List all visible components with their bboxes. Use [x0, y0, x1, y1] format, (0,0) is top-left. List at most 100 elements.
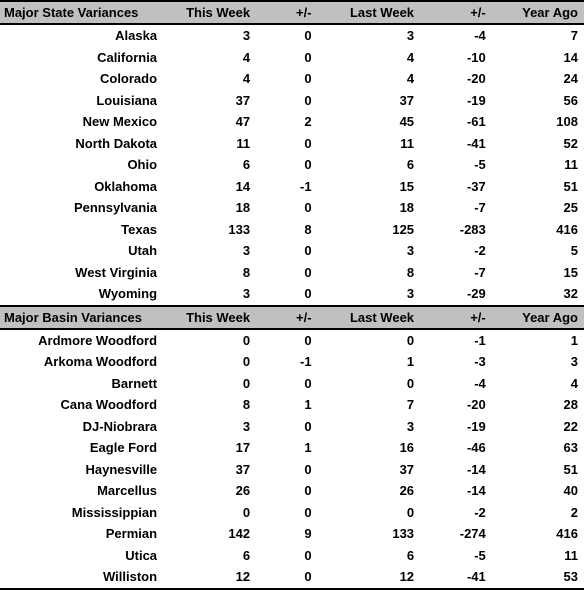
cell-lastweek: 4 — [318, 68, 420, 90]
cell-lastweek: 3 — [318, 416, 420, 438]
header-pm2: +/- — [420, 306, 492, 329]
cell-yearago: 56 — [492, 90, 584, 112]
cell-pm2: -283 — [420, 219, 492, 241]
table-row: New Mexico47245-61108 — [0, 111, 584, 133]
cell-lastweek: 3 — [318, 283, 420, 306]
table-row: Utica606-511 — [0, 545, 584, 567]
cell-thisweek: 3 — [169, 24, 256, 47]
cell-pm1: 0 — [256, 133, 317, 155]
row-label: West Virginia — [0, 262, 169, 284]
cell-pm2: -46 — [420, 437, 492, 459]
table-row: Texas1338125-283416 — [0, 219, 584, 241]
cell-thisweek: 17 — [169, 437, 256, 459]
cell-thisweek: 4 — [169, 47, 256, 69]
cell-pm2: -5 — [420, 154, 492, 176]
cell-lastweek: 3 — [318, 24, 420, 47]
cell-pm2: -20 — [420, 68, 492, 90]
row-label: Louisiana — [0, 90, 169, 112]
cell-yearago: 3 — [492, 351, 584, 373]
table-row: Ardmore Woodford000-11 — [0, 329, 584, 352]
cell-yearago: 15 — [492, 262, 584, 284]
header-lastweek: Last Week — [318, 1, 420, 24]
cell-pm2: -2 — [420, 240, 492, 262]
cell-pm2: -1 — [420, 329, 492, 352]
cell-lastweek: 37 — [318, 459, 420, 481]
cell-thisweek: 142 — [169, 523, 256, 545]
cell-lastweek: 0 — [318, 373, 420, 395]
table-row: Permian1429133-274416 — [0, 523, 584, 545]
cell-thisweek: 3 — [169, 416, 256, 438]
cell-pm1: 0 — [256, 545, 317, 567]
table-row: West Virginia808-715 — [0, 262, 584, 284]
table-row: Alaska303-47 — [0, 24, 584, 47]
cell-thisweek: 4 — [169, 68, 256, 90]
cell-thisweek: 18 — [169, 197, 256, 219]
table-row: Haynesville37037-1451 — [0, 459, 584, 481]
cell-lastweek: 125 — [318, 219, 420, 241]
cell-pm2: -10 — [420, 47, 492, 69]
cell-yearago: 11 — [492, 154, 584, 176]
table-row: Arkoma Woodford0-11-33 — [0, 351, 584, 373]
cell-lastweek: 4 — [318, 47, 420, 69]
cell-pm1: 0 — [256, 24, 317, 47]
row-label: New Mexico — [0, 111, 169, 133]
cell-yearago: 24 — [492, 68, 584, 90]
cell-lastweek: 18 — [318, 197, 420, 219]
cell-pm2: -19 — [420, 90, 492, 112]
cell-pm2: -61 — [420, 111, 492, 133]
cell-pm1: 0 — [256, 416, 317, 438]
row-label: North Dakota — [0, 133, 169, 155]
cell-lastweek: 6 — [318, 154, 420, 176]
cell-thisweek: 12 — [169, 566, 256, 589]
cell-thisweek: 37 — [169, 459, 256, 481]
cell-thisweek: 0 — [169, 502, 256, 524]
cell-lastweek: 12 — [318, 566, 420, 589]
cell-pm1: -1 — [256, 176, 317, 198]
cell-pm2: -5 — [420, 545, 492, 567]
table-row: Oklahoma14-115-3751 — [0, 176, 584, 198]
row-label: DJ-Niobrara — [0, 416, 169, 438]
cell-thisweek: 3 — [169, 283, 256, 306]
cell-yearago: 2 — [492, 502, 584, 524]
header-lastweek: Last Week — [318, 306, 420, 329]
cell-pm1: 1 — [256, 394, 317, 416]
cell-thisweek: 3 — [169, 240, 256, 262]
header-pm1: +/- — [256, 1, 317, 24]
cell-lastweek: 45 — [318, 111, 420, 133]
cell-yearago: 28 — [492, 394, 584, 416]
row-label: Wyoming — [0, 283, 169, 306]
table-row: Mississippian000-22 — [0, 502, 584, 524]
row-label: Cana Woodford — [0, 394, 169, 416]
cell-lastweek: 11 — [318, 133, 420, 155]
cell-thisweek: 26 — [169, 480, 256, 502]
cell-pm2: -3 — [420, 351, 492, 373]
table-row: Ohio606-511 — [0, 154, 584, 176]
cell-lastweek: 16 — [318, 437, 420, 459]
cell-pm1: 0 — [256, 154, 317, 176]
cell-thisweek: 37 — [169, 90, 256, 112]
cell-yearago: 4 — [492, 373, 584, 395]
cell-pm1: 0 — [256, 68, 317, 90]
cell-lastweek: 26 — [318, 480, 420, 502]
cell-pm2: -14 — [420, 480, 492, 502]
cell-pm1: 8 — [256, 219, 317, 241]
header-pm2: +/- — [420, 1, 492, 24]
cell-pm2: -37 — [420, 176, 492, 198]
row-label: Haynesville — [0, 459, 169, 481]
cell-pm1: 0 — [256, 459, 317, 481]
cell-yearago: 63 — [492, 437, 584, 459]
cell-yearago: 108 — [492, 111, 584, 133]
cell-thisweek: 8 — [169, 394, 256, 416]
header-yearago: Year Ago — [492, 1, 584, 24]
cell-pm2: -14 — [420, 459, 492, 481]
cell-pm2: -41 — [420, 566, 492, 589]
cell-yearago: 5 — [492, 240, 584, 262]
cell-pm1: 2 — [256, 111, 317, 133]
row-label: Alaska — [0, 24, 169, 47]
cell-pm1: 0 — [256, 262, 317, 284]
table-row: Barnett000-44 — [0, 373, 584, 395]
cell-yearago: 416 — [492, 219, 584, 241]
variance-table: Major State VariancesThis Week+/-Last We… — [0, 0, 584, 590]
section-header: Major State VariancesThis Week+/-Last We… — [0, 1, 584, 24]
cell-pm2: -2 — [420, 502, 492, 524]
